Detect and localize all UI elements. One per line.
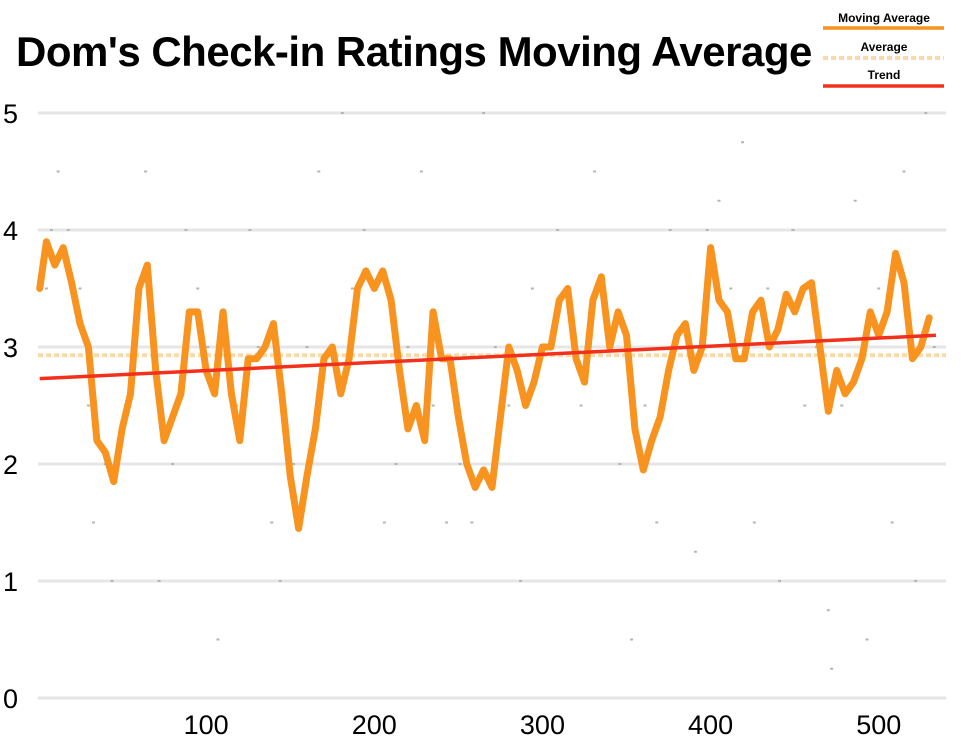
- rating-point: [44, 287, 48, 290]
- rating-point: [86, 404, 90, 407]
- rating-point: [270, 521, 274, 524]
- rating-point: [458, 463, 462, 465]
- rating-point: [877, 287, 881, 290]
- rating-point: [791, 229, 795, 231]
- rating-point: [78, 287, 82, 290]
- rating-point: [840, 404, 844, 407]
- rating-point: [144, 170, 148, 173]
- rating-point: [826, 609, 830, 612]
- rating-point: [853, 199, 857, 202]
- rating-point: [643, 404, 647, 407]
- rating-point: [705, 229, 709, 231]
- y-tick-label: 3: [3, 333, 18, 363]
- rating-point: [693, 550, 697, 553]
- rating-point: [655, 521, 659, 524]
- rating-point: [256, 346, 260, 348]
- legend-label-trend: Trend: [868, 68, 901, 82]
- rating-point: [382, 521, 386, 524]
- legend: Moving Average Average Trend: [823, 11, 944, 88]
- rating-point: [278, 580, 282, 582]
- rating-point: [924, 112, 928, 114]
- y-tick-label: 0: [3, 684, 18, 714]
- rating-point: [248, 229, 252, 231]
- rating-point: [431, 404, 435, 407]
- rating-point: [110, 580, 114, 582]
- rating-point: [556, 229, 560, 231]
- rating-point: [618, 463, 622, 465]
- y-tick-label: 1: [3, 567, 18, 597]
- rating-point: [66, 229, 70, 231]
- rating-point: [803, 404, 807, 407]
- y-tick-labels: 0 1 2 3 4 5: [3, 99, 18, 714]
- x-tick-label: 300: [520, 710, 565, 740]
- rating-point: [630, 638, 634, 641]
- rating-point: [419, 170, 423, 173]
- rating-point: [507, 404, 511, 407]
- x-tick-label: 200: [352, 710, 397, 740]
- y-tick-label: 5: [3, 99, 18, 129]
- trend-line: [39, 333, 936, 381]
- rating-point: [91, 521, 95, 524]
- rating-point: [292, 463, 296, 465]
- rating-point: [778, 580, 782, 582]
- rating-point: [340, 112, 344, 114]
- rating-point: [196, 287, 200, 290]
- rating-point: [668, 229, 672, 231]
- rating-point: [493, 346, 497, 348]
- legend-label-average: Average: [861, 40, 908, 54]
- rating-point: [865, 638, 869, 641]
- rating-point: [830, 667, 834, 670]
- rating-point: [932, 346, 936, 348]
- legend-label-moving-average: Moving Average: [838, 11, 930, 25]
- rating-point: [741, 141, 745, 144]
- rating-point: [445, 521, 449, 524]
- rating-point: [519, 580, 523, 582]
- trend-line-group: [39, 333, 936, 381]
- rating-point: [171, 463, 175, 465]
- rating-point: [362, 229, 366, 231]
- rating-point: [216, 638, 220, 641]
- x-tick-label: 400: [688, 710, 733, 740]
- rating-point: [717, 199, 721, 202]
- rating-point: [752, 521, 756, 524]
- rating-point: [593, 170, 597, 173]
- y-tick-label: 4: [3, 216, 18, 246]
- rating-point: [184, 229, 188, 231]
- x-tick-label: 100: [184, 710, 229, 740]
- rating-point: [49, 229, 53, 231]
- y-tick-label: 2: [3, 450, 18, 480]
- rating-point: [766, 287, 770, 290]
- rating-point: [317, 170, 321, 173]
- moving-average-group: [36, 238, 933, 532]
- rating-point: [157, 580, 161, 582]
- rating-point: [206, 346, 210, 348]
- rating-point: [56, 170, 60, 173]
- rating-point: [579, 404, 583, 407]
- rating-point: [902, 170, 906, 173]
- moving-average-line: [36, 238, 933, 532]
- rating-point: [305, 346, 309, 348]
- rating-point: [470, 521, 474, 524]
- rating-point: [729, 287, 733, 290]
- x-tick-label: 500: [856, 710, 901, 740]
- rating-point: [530, 287, 534, 290]
- rating-point: [914, 580, 918, 582]
- rating-point: [350, 287, 354, 290]
- rating-point: [406, 346, 410, 348]
- x-tick-labels: 100 200 300 400 500: [184, 710, 902, 740]
- chart-title: Dom's Check-in Ratings Moving Average: [16, 28, 812, 75]
- rating-point: [394, 463, 398, 465]
- rating-point: [890, 521, 894, 524]
- rating-point: [482, 112, 486, 114]
